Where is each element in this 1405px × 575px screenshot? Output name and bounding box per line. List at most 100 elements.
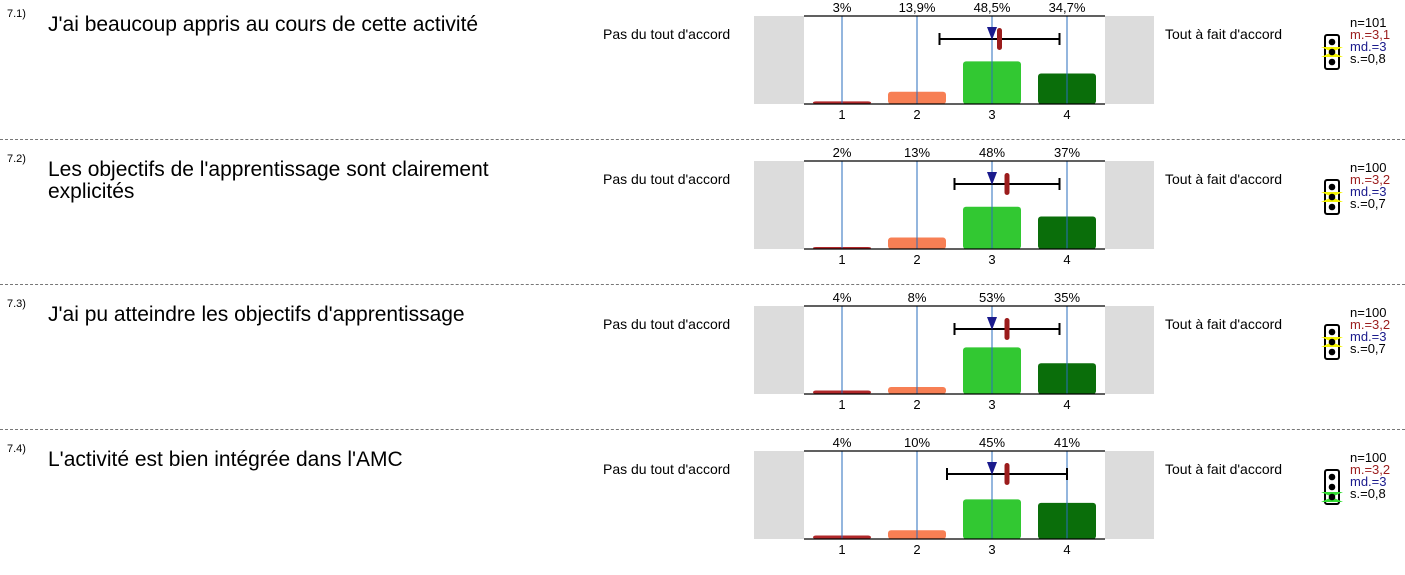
value-label: 3% (833, 0, 852, 15)
traffic-light-lamp (1328, 38, 1336, 46)
question-text: L'activité est bien intégrée dans l'AMC (48, 448, 403, 471)
stat-mean: m.=3,1 (1350, 27, 1391, 42)
tick-label: 3 (988, 542, 995, 557)
scale-right-label: Tout à fait d'accord (1165, 316, 1283, 332)
question-row: 7.3) J'ai pu atteindre les objectifs d'ap… (0, 290, 1405, 430)
traffic-light-highlight (1321, 492, 1343, 502)
stat-sd: s.=0,7 (1350, 196, 1386, 211)
scale-left-label: Pas du tout d'accord (603, 171, 731, 187)
histogram-chart: 4% 10% 45% 41% 1 2 3 4 (754, 435, 1154, 557)
left-panel (754, 306, 804, 394)
mean-marker (997, 28, 1002, 50)
stat-median: md.=3 (1350, 39, 1387, 54)
traffic-light-icon (1321, 179, 1343, 215)
right-panel (1105, 16, 1154, 104)
traffic-light-lamp (1328, 493, 1336, 501)
scale-right-label: Tout à fait d'accord (1165, 26, 1283, 42)
tick-label: 1 (838, 107, 845, 122)
scale-left-label: Pas du tout d'accord (603, 461, 731, 477)
traffic-light-icon (1321, 34, 1343, 70)
median-marker (987, 27, 997, 40)
scale-left-label: Pas du tout d'accord (603, 316, 731, 332)
scale-left-label: Pas du tout d'accord (603, 26, 731, 42)
traffic-light-lamp (1328, 473, 1336, 481)
tick-label: 2 (913, 107, 920, 122)
value-label: 45% (979, 435, 1005, 450)
right-panel (1105, 161, 1154, 249)
traffic-light-lamp (1328, 183, 1336, 191)
stat-sd: s.=0,8 (1350, 486, 1386, 501)
stat-sd: s.=0,8 (1350, 51, 1386, 66)
traffic-light-lamp (1328, 193, 1336, 201)
value-label: 10% (904, 435, 930, 450)
question-text: J'ai pu atteindre les objectifs d'appren… (48, 303, 465, 326)
traffic-light-highlight (1321, 337, 1343, 347)
traffic-light-lamp (1328, 483, 1336, 491)
traffic-light-icon (1321, 469, 1343, 505)
stat-n: n=101 (1350, 15, 1387, 30)
traffic-light-icon (1321, 324, 1343, 360)
question-number: 7.2) (7, 153, 26, 165)
traffic-light-lamp (1328, 328, 1336, 336)
median-marker (987, 462, 997, 475)
stat-mean: m.=3,2 (1350, 172, 1391, 187)
value-label: 41% (1054, 435, 1080, 450)
tick-label: 4 (1063, 542, 1070, 557)
value-label: 48,5% (974, 0, 1011, 15)
tick-label: 4 (1063, 252, 1070, 267)
question-number: 7.1) (7, 8, 26, 20)
value-label: 4% (833, 290, 852, 305)
tick-label: 1 (838, 542, 845, 557)
stat-median: md.=3 (1350, 474, 1387, 489)
question-text: Les objectifs de l'apprentissage sont cl… (48, 158, 489, 203)
mean-marker (1004, 318, 1010, 340)
traffic-light-lamp (1328, 348, 1336, 356)
traffic-light-lamp (1328, 203, 1336, 211)
stat-n: n=100 (1350, 160, 1387, 175)
scale-right-label: Tout à fait d'accord (1165, 461, 1283, 477)
question-row: 7.2) Les objectifs de l'apprentissage son… (0, 145, 1405, 285)
question-row: 7.4) L'activité est bien intégrée dans l'… (0, 435, 1405, 575)
stat-mean: m.=3,2 (1350, 462, 1391, 477)
stat-n: n=100 (1350, 450, 1387, 465)
histogram-chart: 3% 13,9% 48,5% 34,7% 1 2 3 4 (754, 0, 1154, 122)
question-text: J'ai beaucoup appris au cours de cette a… (48, 13, 479, 36)
left-panel (754, 161, 804, 249)
value-label: 13,9% (899, 0, 936, 15)
tick-label: 4 (1063, 397, 1070, 412)
tick-label: 2 (913, 542, 920, 557)
tick-label: 1 (838, 252, 845, 267)
traffic-light-highlight (1321, 47, 1343, 57)
stats-block: n=100 m.=3,2 md.=3 s.=0,7 (1350, 160, 1391, 211)
right-panel (1105, 306, 1154, 394)
tick-label: 4 (1063, 107, 1070, 122)
stat-sd: s.=0,7 (1350, 341, 1386, 356)
left-panel (754, 16, 804, 104)
stats-block: n=101 m.=3,1 md.=3 s.=0,8 (1350, 15, 1391, 66)
tick-label: 3 (988, 252, 995, 267)
stat-median: md.=3 (1350, 329, 1387, 344)
stat-n: n=100 (1350, 305, 1387, 320)
value-label: 4% (833, 435, 852, 450)
tick-label: 3 (988, 107, 995, 122)
value-label: 13% (904, 145, 930, 160)
stat-median: md.=3 (1350, 184, 1387, 199)
stats-block: n=100 m.=3,2 md.=3 s.=0,8 (1350, 450, 1391, 501)
traffic-light-lamp (1328, 58, 1336, 66)
row-divider (0, 284, 1405, 285)
question-row: 7.1) J'ai beaucoup appris au cours de cet… (0, 0, 1405, 140)
value-label: 37% (1054, 145, 1080, 160)
histogram-chart: 4% 8% 53% 35% 1 2 3 4 (754, 290, 1154, 412)
stats-block: n=100 m.=3,2 md.=3 s.=0,7 (1350, 305, 1390, 356)
question-number: 7.3) (7, 298, 26, 310)
mean-marker (1004, 173, 1010, 195)
tick-label: 3 (988, 397, 995, 412)
row-divider (0, 429, 1405, 430)
row-divider (0, 139, 1405, 140)
scale-right-label: Tout à fait d'accord (1165, 171, 1283, 187)
left-panel (754, 451, 804, 539)
tick-label: 2 (913, 397, 920, 412)
traffic-light-lamp (1328, 48, 1336, 56)
right-panel (1105, 451, 1154, 539)
tick-label: 2 (913, 252, 920, 267)
